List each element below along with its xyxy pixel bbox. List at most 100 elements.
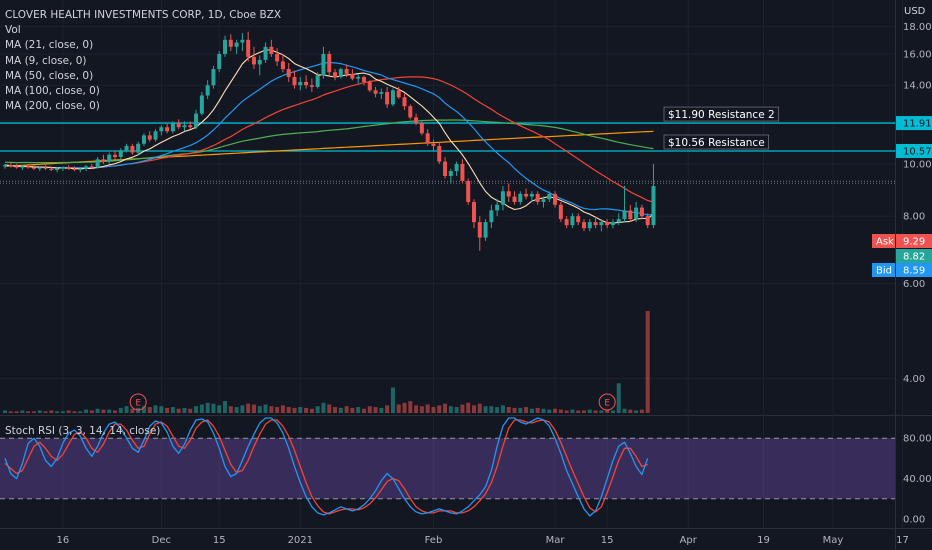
- volume-bar: [95, 408, 100, 413]
- candle: [153, 129, 158, 142]
- volume-bar: [309, 408, 314, 413]
- candle: [373, 86, 378, 98]
- candle-body: [182, 125, 187, 128]
- candle: [199, 92, 204, 116]
- candle: [506, 183, 511, 202]
- candle-body: [269, 46, 274, 54]
- candle: [367, 80, 372, 93]
- candle: [304, 75, 309, 89]
- volume-bar: [605, 409, 610, 413]
- candle: [616, 213, 621, 226]
- candle-body: [564, 219, 569, 226]
- candle-body: [425, 133, 430, 144]
- volume-bar: [489, 406, 494, 413]
- volume-bar: [26, 411, 31, 413]
- volume-bar: [431, 407, 436, 413]
- candle-body: [78, 168, 83, 170]
- volume-bar: [495, 407, 500, 413]
- candle: [194, 109, 199, 130]
- time-tick-label: 2021: [288, 535, 313, 546]
- candle-body: [408, 106, 413, 118]
- volume-bar: [211, 403, 216, 413]
- candle: [477, 216, 482, 251]
- candle: [130, 143, 135, 155]
- volume-bar: [251, 404, 256, 413]
- volume-bar: [373, 407, 378, 413]
- candle-body: [217, 53, 222, 70]
- volume-bar: [292, 407, 297, 413]
- volume-bar: [55, 411, 60, 413]
- resistance-label-box: [663, 134, 770, 150]
- candle-body: [107, 154, 112, 162]
- candle-body: [188, 125, 193, 128]
- volume-bar: [223, 401, 228, 413]
- candle-body: [246, 39, 251, 57]
- volume-bar: [529, 408, 534, 413]
- candle-body: [321, 53, 326, 76]
- candle-body: [205, 85, 210, 96]
- volume-bar: [408, 401, 413, 413]
- candle-body: [72, 168, 77, 170]
- candle-body: [616, 219, 621, 223]
- rsi-tick-label: 0.00: [903, 514, 925, 525]
- candle: [587, 219, 592, 232]
- earnings-marker: E: [129, 393, 147, 411]
- price-tick-label: 18.00: [903, 22, 932, 33]
- candle: [321, 46, 326, 79]
- volume-bar: [361, 408, 366, 413]
- candle-body: [645, 216, 650, 226]
- volume-bar: [350, 407, 355, 413]
- volume-bar: [385, 405, 390, 413]
- volume-bar: [593, 410, 598, 413]
- candle: [211, 65, 216, 89]
- candle-body: [379, 92, 384, 94]
- volume-bar: [634, 410, 639, 413]
- time-tick-label: 17: [896, 535, 909, 546]
- candle: [176, 119, 181, 130]
- candle: [645, 213, 650, 229]
- candle: [147, 131, 152, 142]
- volume-bar: [483, 406, 488, 413]
- volume-bar: [425, 404, 430, 413]
- candle: [610, 219, 615, 229]
- candle-body: [431, 143, 436, 146]
- volume-bar: [639, 409, 644, 413]
- time-tick-label: May: [823, 535, 844, 546]
- candle-body: [547, 193, 552, 200]
- volume-bar: [477, 403, 482, 413]
- candle: [107, 152, 112, 164]
- time-tick-label: Dec: [152, 535, 171, 546]
- volume-bar: [622, 408, 627, 413]
- candle: [558, 201, 563, 223]
- legend-stoch-rsi[interactable]: Stoch RSI (3, 3, 14, 14, close): [5, 425, 161, 437]
- volume-bar: [286, 407, 291, 413]
- volume-bar: [170, 407, 175, 413]
- time-tick-label: Apr: [680, 535, 698, 546]
- candle-body: [199, 95, 204, 114]
- volume-bar: [512, 407, 517, 413]
- candle-body: [385, 92, 390, 105]
- volume-bar: [576, 410, 581, 413]
- candle: [495, 199, 500, 217]
- volume-bar: [506, 407, 511, 413]
- candle: [628, 204, 633, 223]
- volume-bar: [396, 404, 401, 413]
- volume-bar: [141, 406, 146, 413]
- price-tick-label: 4.00: [903, 374, 925, 385]
- volume-bar: [194, 406, 199, 413]
- candle: [593, 216, 598, 229]
- candle-body: [292, 77, 297, 86]
- volume-bar: [153, 405, 158, 413]
- candle-body: [518, 193, 523, 202]
- candle-body: [622, 210, 627, 220]
- candle: [26, 163, 31, 169]
- candle-body: [165, 127, 170, 132]
- price-tag-label: Bid: [876, 266, 892, 277]
- candle: [89, 163, 94, 169]
- volume-bar: [49, 410, 54, 413]
- candle-body: [333, 72, 338, 78]
- price-tag-value-bg: [896, 234, 932, 248]
- candle-body: [390, 90, 395, 105]
- candle-body: [89, 166, 94, 168]
